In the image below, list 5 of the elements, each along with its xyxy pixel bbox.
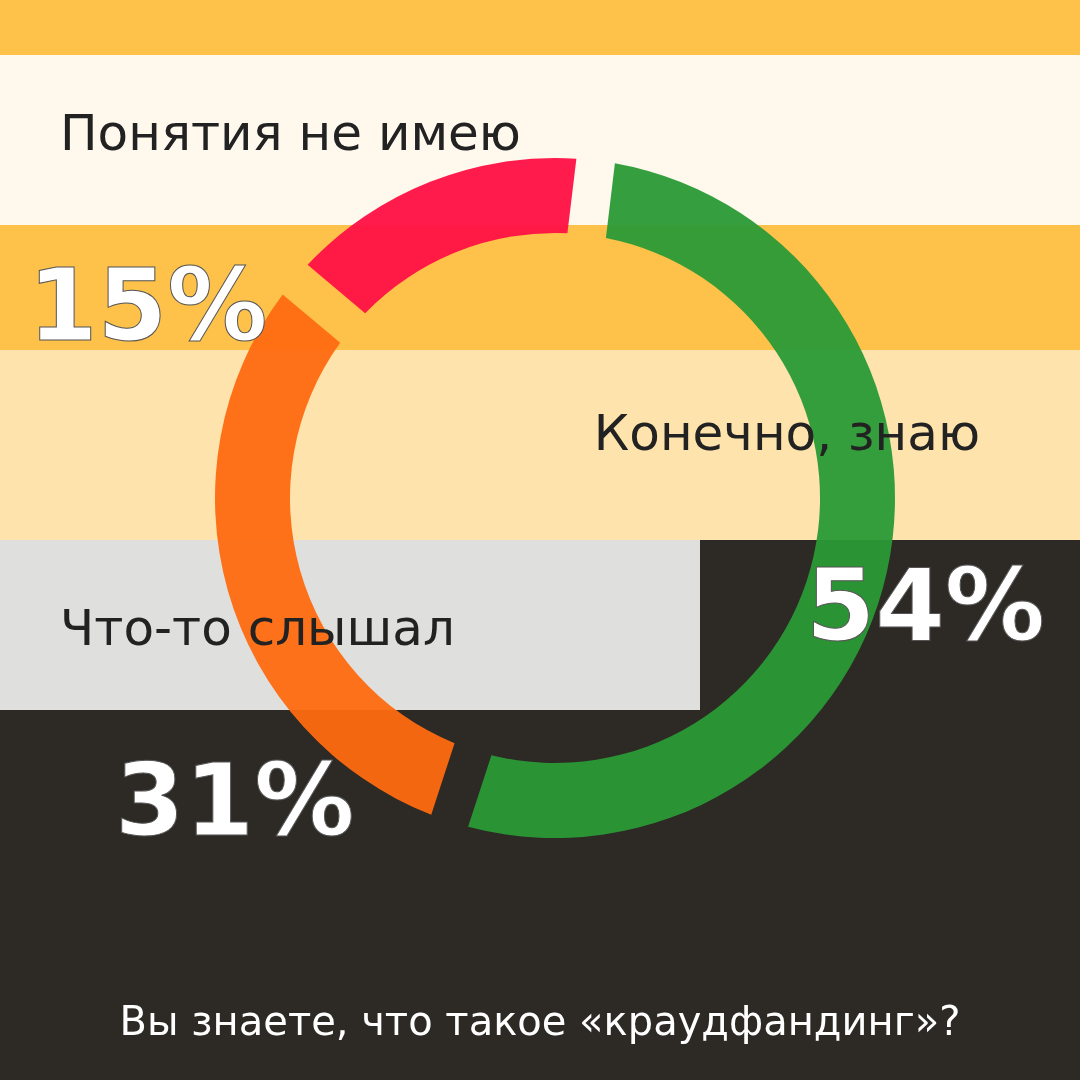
slice-label: Понятия не имею: [60, 104, 521, 162]
data-label: 54%: [805, 547, 1045, 664]
data-label: 15%: [28, 247, 268, 364]
data-label: 31%: [115, 742, 355, 859]
text: Вы знаете, что такое «краудфандинг»?: [119, 998, 961, 1044]
